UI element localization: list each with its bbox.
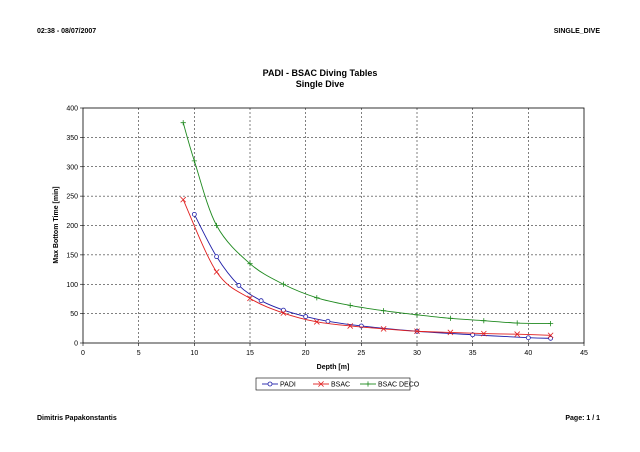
report-name: SINGLE_DIVE	[553, 28, 600, 35]
chart-title: PADI - BSAC Diving Tables	[262, 68, 378, 78]
data-point-bsac-deco	[214, 222, 220, 229]
data-point-bsac-deco	[481, 318, 487, 324]
y-tick-label: 250	[66, 194, 78, 201]
data-series	[180, 120, 554, 341]
y-tick-label: 0	[74, 341, 78, 348]
x-tick-label: 25	[357, 350, 365, 357]
data-point-bsac-deco	[280, 281, 286, 287]
data-point-padi	[214, 254, 220, 260]
data-point-bsac	[280, 310, 287, 316]
y-tick-label: 400	[66, 106, 78, 113]
y-tick-label: 200	[66, 223, 78, 230]
legend-label-bsac-deco: BSAC DECO	[378, 382, 420, 389]
data-point-bsac	[247, 295, 253, 302]
series-padi	[191, 211, 553, 341]
y-tick-label: 100	[66, 282, 78, 289]
author-name: Dimitris Papakonstantis	[37, 415, 117, 422]
legend-label-padi: PADI	[280, 382, 296, 389]
x-tick-label: 5	[137, 350, 141, 357]
data-point-padi	[548, 335, 553, 341]
data-point-bsac-deco	[347, 302, 353, 308]
data-point-bsac-deco	[247, 261, 253, 267]
y-axis-label: Max Bottom Time [min]	[53, 186, 60, 263]
series-bsac-deco	[180, 120, 554, 327]
data-point-bsac	[380, 326, 387, 332]
data-point-bsac-deco	[514, 320, 520, 326]
chart-subtitle: Single Dive	[295, 79, 345, 89]
x-tick-label: 40	[524, 350, 532, 357]
data-point-padi	[525, 335, 531, 341]
x-tick-label: 0	[81, 350, 85, 357]
axis-ticks: 0 5 10 15 20 25 30 35 40 45 0 50 100 150 200 250 300 350 4…	[66, 106, 588, 358]
data-point-padi	[280, 307, 286, 313]
data-point-padi	[325, 318, 331, 324]
y-tick-label: 300	[66, 164, 78, 171]
data-point-bsac	[480, 330, 487, 337]
x-tick-label: 45	[580, 350, 588, 357]
legend-marker-bsac-deco	[365, 381, 371, 387]
legend-marker-bsac	[318, 381, 324, 387]
series-bsac	[180, 196, 554, 339]
print-timestamp: 02:38 - 08/07/2007	[37, 28, 97, 35]
x-tick-label: 30	[413, 350, 421, 357]
x-tick-label: 15	[246, 350, 254, 357]
data-point-padi	[191, 211, 197, 217]
data-point-padi	[258, 298, 264, 304]
data-point-bsac	[180, 196, 187, 203]
x-axis-label: Depth [m]	[317, 364, 350, 371]
page-number: Page: 1 / 1	[565, 415, 600, 422]
data-point-bsac	[414, 328, 420, 335]
chart-legend: PADI BSAC BSAC DECO	[255, 377, 420, 391]
data-point-bsac-deco	[381, 308, 387, 314]
data-point-bsac-deco	[180, 120, 186, 126]
data-point-bsac	[514, 331, 521, 338]
data-point-bsac	[347, 323, 354, 329]
data-point-bsac	[447, 329, 454, 336]
legend-label-bsac: BSAC	[331, 382, 350, 389]
data-point-padi	[236, 283, 242, 288]
data-point-bsac-deco	[191, 158, 197, 164]
data-point-bsac-deco	[314, 295, 320, 301]
data-point-bsac	[313, 318, 320, 325]
series-line-bsac	[182, 199, 551, 336]
series-line-bsac-deco	[182, 122, 551, 325]
x-tick-label: 10	[190, 350, 198, 357]
legend-frame	[255, 377, 411, 391]
x-tick-label: 35	[469, 350, 477, 357]
data-point-bsac	[547, 332, 554, 339]
y-tick-label: 50	[70, 311, 78, 318]
data-point-bsac-deco	[414, 312, 420, 318]
grid-lines	[83, 108, 584, 343]
y-tick-label: 150	[66, 252, 78, 259]
data-point-bsac-deco	[548, 321, 554, 327]
y-tick-label: 350	[66, 135, 78, 142]
data-point-bsac-deco	[447, 315, 453, 321]
x-tick-label: 20	[302, 350, 310, 357]
data-point-bsac	[213, 269, 220, 275]
series-line-padi	[193, 214, 551, 339]
legend-marker-padi	[267, 381, 273, 387]
data-point-padi	[303, 314, 309, 319]
